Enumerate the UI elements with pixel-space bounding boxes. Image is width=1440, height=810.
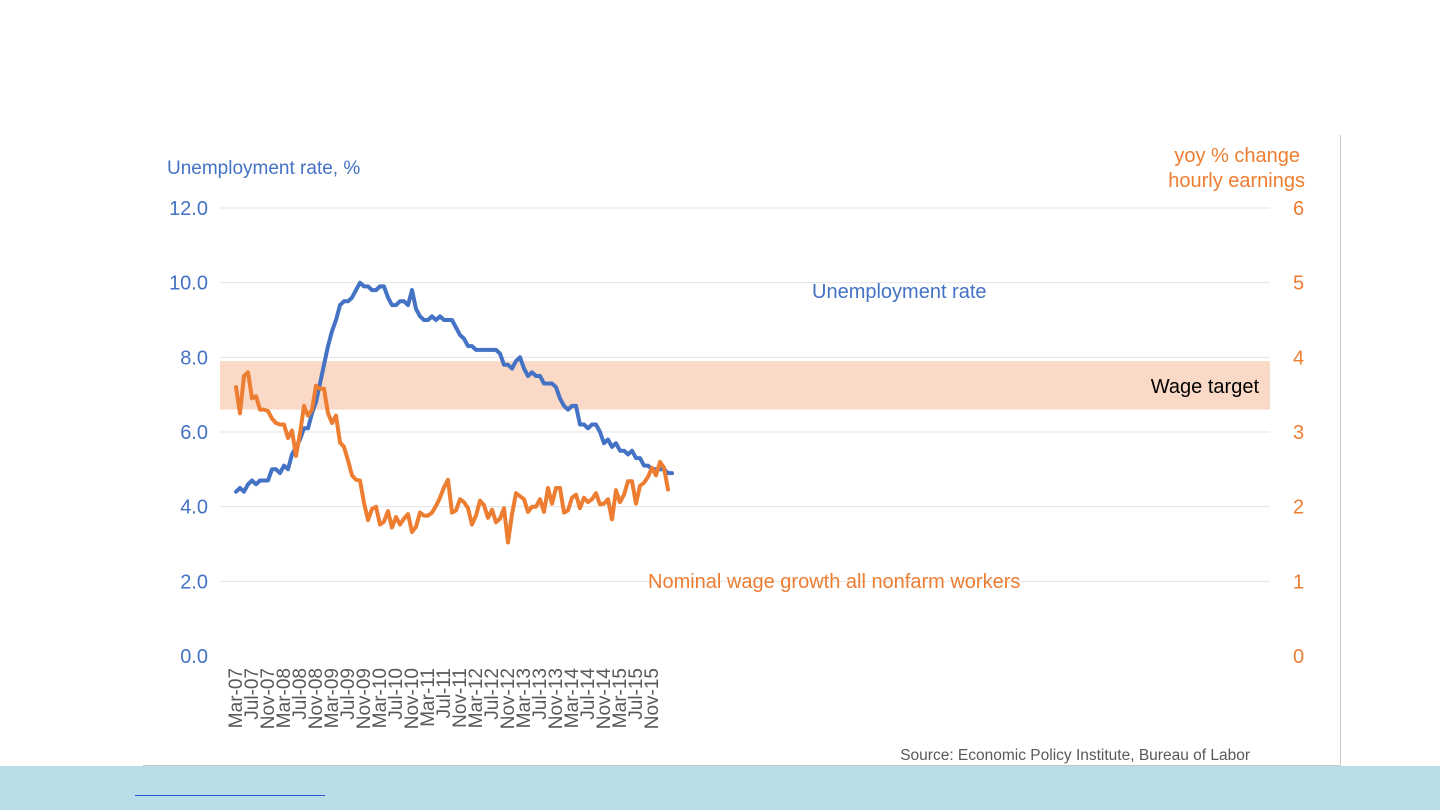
right-tick-label: 6 [1293, 198, 1304, 220]
x-tick-label: Jul-10 [386, 668, 407, 720]
x-tick-label: Jul-12 [482, 668, 503, 720]
x-tick-label: Nov-10 [402, 668, 423, 729]
x-tick-label: Jul-15 [626, 668, 647, 720]
x-tick-label: Jul-08 [290, 668, 311, 720]
x-tick-label: Jul-07 [242, 668, 263, 720]
x-tick-label: Mar-11 [418, 668, 439, 727]
x-tick-label: Mar-15 [610, 668, 631, 728]
footer-bar [0, 766, 1440, 810]
right-tick-label: 3 [1293, 422, 1304, 444]
x-tick-label: Jul-14 [578, 668, 599, 720]
right-tick-label: 0 [1293, 646, 1304, 668]
wage-target-band [220, 361, 1270, 410]
left-axis: 0.0 2.0 4.0 6.0 8.0 10.0 12.0 [169, 198, 208, 668]
x-tick-label: Nov-15 [642, 668, 663, 729]
left-axis-title: Unemployment rate, % [167, 158, 360, 179]
frame-right-divider [1340, 135, 1341, 765]
x-tick-label: Mar-08 [274, 668, 295, 728]
x-tick-label: Mar-12 [466, 668, 487, 728]
x-tick-label: Nov-13 [546, 668, 567, 729]
left-tick-label: 8.0 [180, 347, 208, 369]
x-tick-label: Jul-09 [338, 668, 359, 720]
unemployment-rate-line [234, 280, 674, 494]
frame-bottom-divider [143, 765, 1341, 766]
plot-area [234, 280, 674, 545]
right-tick-label: 5 [1293, 273, 1304, 295]
left-tick-label: 12.0 [169, 198, 208, 220]
wage-target-label: Wage target [1151, 376, 1260, 398]
x-tick-label: Mar-09 [322, 668, 343, 728]
left-tick-label: 10.0 [169, 273, 208, 295]
wage-growth-line [234, 370, 670, 545]
right-axis-title-line-1: yoy % change [1174, 145, 1300, 167]
x-tick-label: Nov-12 [498, 668, 519, 729]
x-tick-label: Nov-11 [450, 668, 471, 728]
left-tick-label: 2.0 [180, 571, 208, 593]
unemployment-annotation: Unemployment rate [812, 281, 987, 303]
x-tick-label: Nov-07 [258, 668, 279, 729]
right-tick-label: 4 [1293, 347, 1304, 369]
x-tick-label: Jul-13 [530, 668, 551, 720]
wage-growth-annotation: Nominal wage growth all nonfarm workers [648, 571, 1020, 593]
x-tick-label: Nov-09 [354, 668, 375, 729]
x-tick-label: Mar-14 [562, 668, 583, 729]
right-axis-title-line-2: hourly earnings [1168, 170, 1305, 192]
x-tick-label: Mar-13 [514, 668, 535, 728]
x-tick-label: Jul-11 [434, 668, 455, 718]
source-note: Source: Economic Policy Institute, Burea… [900, 747, 1250, 764]
x-tick-label: Nov-08 [306, 668, 327, 729]
right-tick-label: 1 [1293, 571, 1304, 593]
x-tick-label: Mar-10 [370, 668, 391, 728]
left-tick-label: 4.0 [180, 497, 208, 519]
gridlines [220, 207, 1270, 582]
footer-link-underline[interactable] [135, 795, 325, 796]
x-tick-label: Nov-14 [594, 668, 615, 730]
right-axis: 0 1 2 3 4 5 6 [1293, 198, 1304, 668]
left-tick-label: 6.0 [180, 422, 208, 444]
x-axis: Mar-07Jul-07Nov-07Mar-08Jul-08Nov-08Mar-… [226, 668, 663, 730]
right-tick-label: 2 [1293, 497, 1304, 519]
x-tick-label: Mar-07 [226, 668, 247, 728]
left-tick-label: 0.0 [180, 646, 208, 668]
